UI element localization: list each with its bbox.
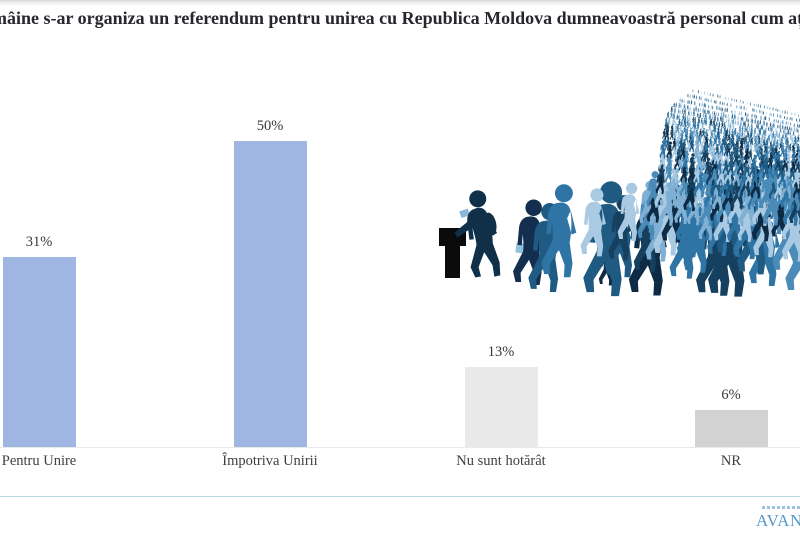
chart-title: mâine s-ar organiza un referendum pentru… (0, 8, 800, 28)
crowd-figures (528, 89, 800, 297)
bar-value-label-pentru-unire: 31% (25, 234, 53, 250)
ballot-paper-icon (459, 208, 471, 219)
bar-value-label-nr: 6% (721, 387, 741, 403)
bar-nu-sunt-hot-r-t (464, 367, 538, 447)
logo-tagline-decoration (762, 506, 800, 509)
bar-value-label--mpotriva-unirii: 50% (256, 118, 284, 134)
category-label-nr: NR (720, 453, 742, 469)
bar-pentru-unire (2, 257, 76, 447)
category-label-pentru-unire: Pentru Unire (1, 453, 77, 469)
category-label-nu-sunt-hot-r-t: Nu sunt hotărât (456, 453, 546, 469)
bar-nr (694, 410, 768, 447)
ballot-box-icon (439, 228, 466, 278)
voter-figure (454, 188, 506, 282)
avangarde-logo: AVAN (756, 511, 800, 531)
crowd-illustration (439, 89, 800, 297)
bag-icon (515, 242, 526, 254)
footer-divider (0, 496, 800, 497)
logo-text: AVAN (756, 511, 800, 530)
bar--mpotriva-unirii (233, 141, 307, 447)
category-label--mpotriva-unirii: Împotriva Unirii (222, 453, 318, 469)
top-edge-strip (0, 0, 800, 5)
x-axis-line (0, 447, 800, 448)
bar-value-label-nu-sunt-hot-r-t: 13% (487, 344, 515, 360)
